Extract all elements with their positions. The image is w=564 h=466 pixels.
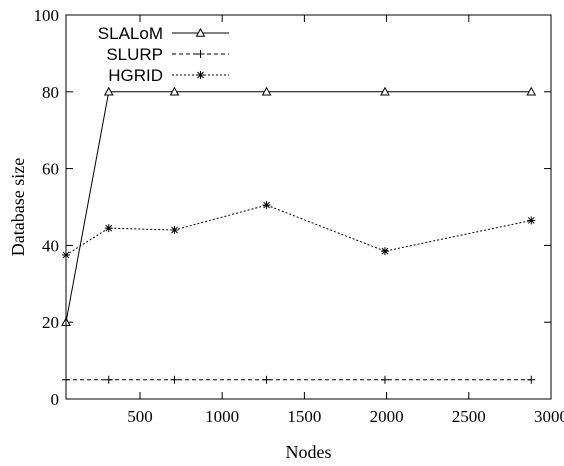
series-line-hgrid <box>65 204 532 256</box>
legend-label: SLALoM <box>98 24 163 43</box>
data-point-hgrid <box>104 224 113 233</box>
x-tick-label: 1000 <box>205 407 239 426</box>
legend-marker-slalom <box>195 27 206 37</box>
y-tick-label: 20 <box>42 313 59 332</box>
legend: SLALoM SLURP HGRID <box>98 24 229 85</box>
data-point-slalom <box>103 86 114 96</box>
x-tick-label: 3000 <box>534 407 564 426</box>
y-tick-label: 40 <box>42 236 59 255</box>
y-tick-label: 60 <box>42 160 59 179</box>
y-tick-label: 0 <box>51 390 60 409</box>
plot-frame <box>65 14 552 400</box>
data-point-slurp <box>104 375 113 384</box>
data-point-slalom <box>526 86 537 96</box>
data-point-slurp <box>527 375 536 384</box>
data-point-hgrid <box>170 226 179 235</box>
data-point-slurp <box>170 375 179 384</box>
series-slalom <box>61 86 537 326</box>
legend-entry-slurp: SLURP <box>106 45 229 64</box>
y-tick-label: 80 <box>42 83 59 102</box>
data-point-slalom <box>169 86 180 96</box>
x-tick-label: 2500 <box>452 407 486 426</box>
series-slurp <box>62 375 536 384</box>
y-axis-label: Database size <box>8 158 28 256</box>
data-point-slalom <box>261 86 272 96</box>
series-hgrid <box>62 201 536 259</box>
data-point-hgrid <box>527 216 536 225</box>
legend-label: HGRID <box>108 66 163 85</box>
legend-label: SLURP <box>106 45 163 64</box>
legend-entry-hgrid: HGRID <box>108 66 229 85</box>
data-point-slurp <box>262 375 271 384</box>
legend-entry-slalom: SLALoM <box>98 24 229 43</box>
legend-marker-hgrid <box>196 71 205 79</box>
x-tick-label: 1500 <box>287 407 321 426</box>
series-layer <box>61 86 537 384</box>
data-point-hgrid <box>262 201 271 210</box>
data-point-slurp <box>380 375 389 384</box>
series-line-slalom <box>65 91 532 323</box>
x-tick-label: 500 <box>127 407 153 426</box>
x-axis-label: Nodes <box>286 442 332 462</box>
x-tick-label: 2000 <box>370 407 404 426</box>
y-tick-label: 100 <box>34 6 60 25</box>
legend-marker-slurp <box>196 50 205 58</box>
data-point-slalom <box>380 86 390 96</box>
data-point-hgrid <box>380 247 389 256</box>
